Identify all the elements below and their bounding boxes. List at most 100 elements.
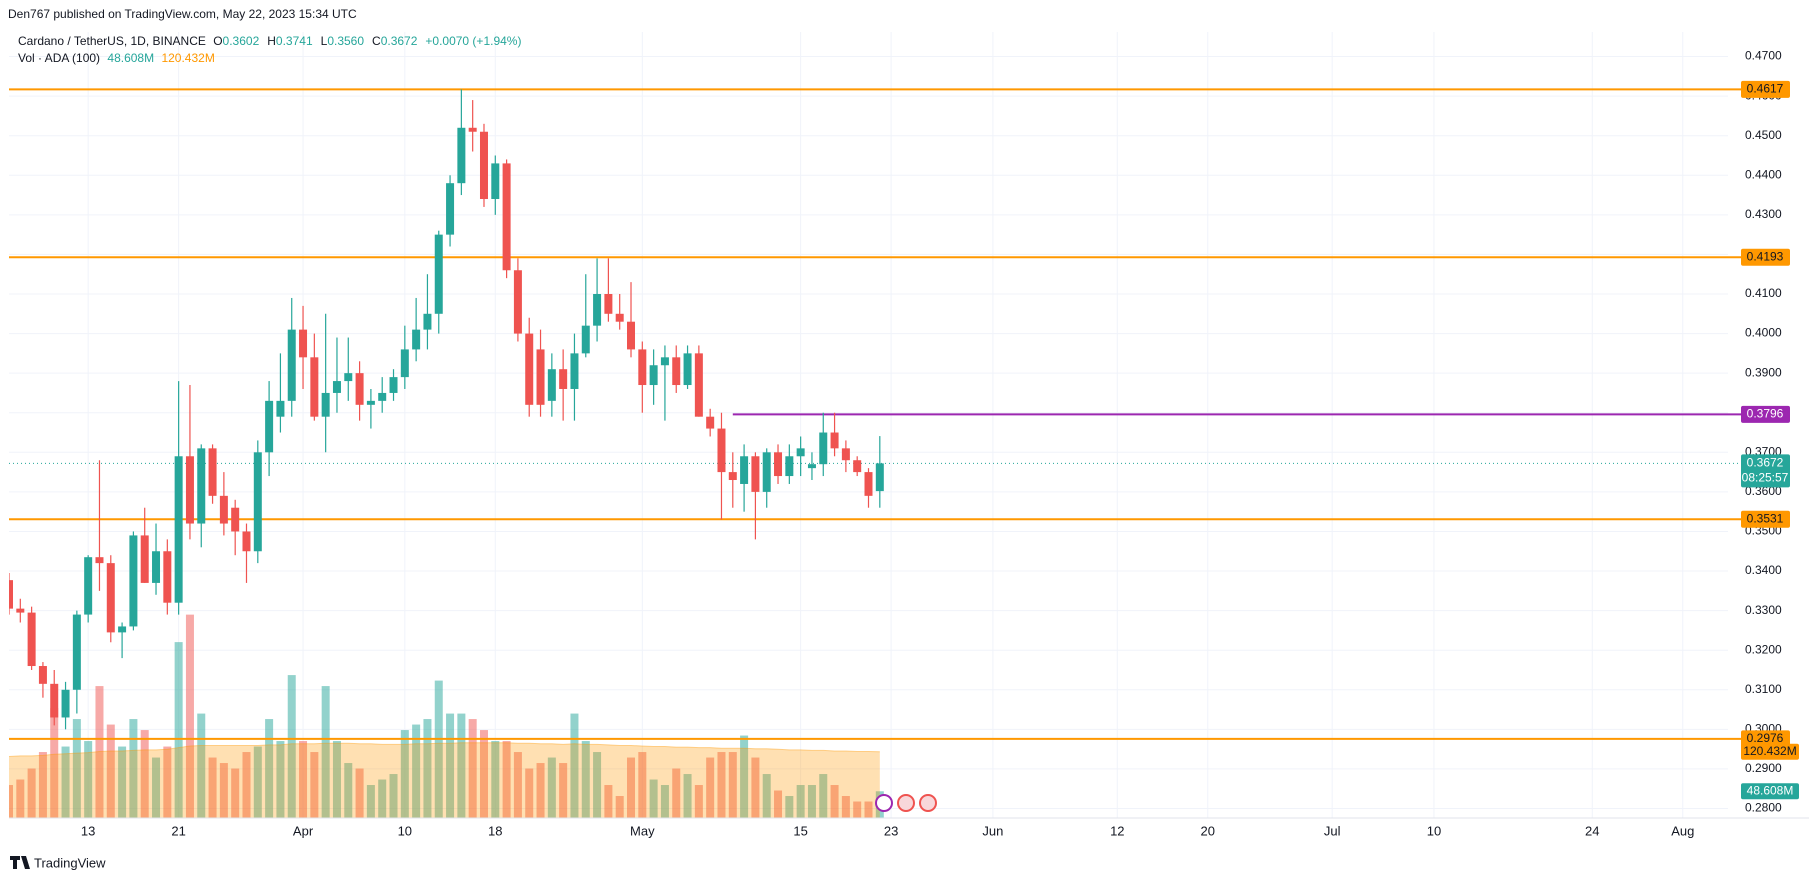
volume-bar [50,708,59,818]
y-tick-label: 0.3400 [1745,563,1782,577]
volume-bar [559,763,568,818]
volume-ma-value: 120.432M [161,51,215,65]
candle-body [672,357,681,386]
ohlc-key: O [213,34,223,48]
level-label: 0.2976 [1747,731,1784,745]
volume-bar [287,675,296,818]
candle-body [728,472,737,481]
ohlc-value: 0.3672 [380,34,418,48]
brand-logo [10,856,30,869]
event-icon[interactable] [875,794,893,812]
candle-body [378,392,387,401]
candle-body [536,349,545,405]
volume-bar [446,713,455,818]
volume-bar [479,730,488,818]
candle-body [491,163,500,200]
candle-body [16,608,25,613]
volume-bar [253,746,262,818]
volume-bar [366,785,375,818]
candle-body [819,432,828,465]
y-tick-label: 0.4100 [1745,286,1782,300]
candle-body [9,580,13,609]
event-icon[interactable] [897,794,915,812]
candles [9,89,884,730]
volume-bar [796,785,805,818]
x-tick-label: May [630,823,655,838]
candle-body [468,127,477,132]
candle-body [265,400,274,453]
ohlc-value: 0.3560 [327,34,365,48]
x-tick-label: Apr [293,823,314,838]
candle-body [706,416,715,429]
y-tick-label: 0.4500 [1745,128,1782,142]
volume-bar [95,686,104,818]
ohlc-change: +0.0070 (+1.94%) [425,34,522,48]
candle-body [570,353,579,389]
x-tick-label: 20 [1201,823,1215,838]
candle-body [400,349,409,378]
volume-bar [242,752,251,818]
volume-bar [468,719,477,818]
candle-body [694,353,703,417]
volume-bar [27,768,36,818]
volume-bar [740,735,749,818]
ohlc-key: H [267,34,276,48]
volume-bar [355,768,364,818]
candle-body [174,456,183,603]
volume-bar [140,730,149,818]
candle-body [299,329,308,358]
volume-bar [547,757,556,818]
candle-body [242,531,251,552]
volume-bar [231,768,240,818]
volume-bar [197,713,206,818]
candle-body [72,614,81,690]
volume-legend: Vol · ADA (100) 48.608M 120.432M [18,51,219,65]
candle-body [513,270,522,334]
candle-body [38,666,47,684]
event-icon[interactable] [919,794,937,812]
x-tick-label: Jun [982,823,1003,838]
volume-bar [9,785,13,818]
candle-body [208,448,217,496]
candle-body [332,381,341,393]
candle-body [717,428,726,473]
candle-body [660,357,669,366]
volume-bar [785,796,794,818]
candle-body [129,535,138,627]
volume-bar [581,741,590,818]
volume-bar [706,757,715,818]
candle-body [604,294,613,314]
x-tick-label: 15 [793,823,807,838]
x-tick-label: Jul [1324,823,1341,838]
candle-body [61,689,70,718]
candle-body [683,353,692,386]
candle-body [581,325,590,354]
y-tick-label: 0.4300 [1745,207,1782,221]
candle-body [559,369,568,389]
volume-bar [864,801,873,818]
level-label: 0.3531 [1747,511,1784,525]
volume-pane [9,614,884,818]
candle-body [796,448,805,457]
volume-bar [61,746,70,818]
volume-ma-box [1741,743,1799,760]
volume-value-box [1741,783,1799,800]
ohlc-key: L [320,34,328,48]
volume-bar [185,614,194,818]
candle-body [807,464,816,469]
legend: Cardano / TetherUS, 1D, BINANCE O0.3602 H… [18,34,525,48]
volume-ma-label: 120.432M [1743,744,1796,758]
volume-bar [106,724,115,818]
candle-body [197,448,206,524]
candle-body [310,357,319,417]
publish-line: Den767 published on TradingView.com, May… [8,7,357,21]
volume-bar [423,719,432,818]
x-tick-label: 10 [1427,823,1441,838]
volume-bar [129,719,138,818]
ohlc-item: L0.3560 [321,34,368,48]
candle-body [106,563,115,633]
candle-body [649,365,658,386]
volume-bar [16,779,25,818]
volume-bar [72,719,81,818]
